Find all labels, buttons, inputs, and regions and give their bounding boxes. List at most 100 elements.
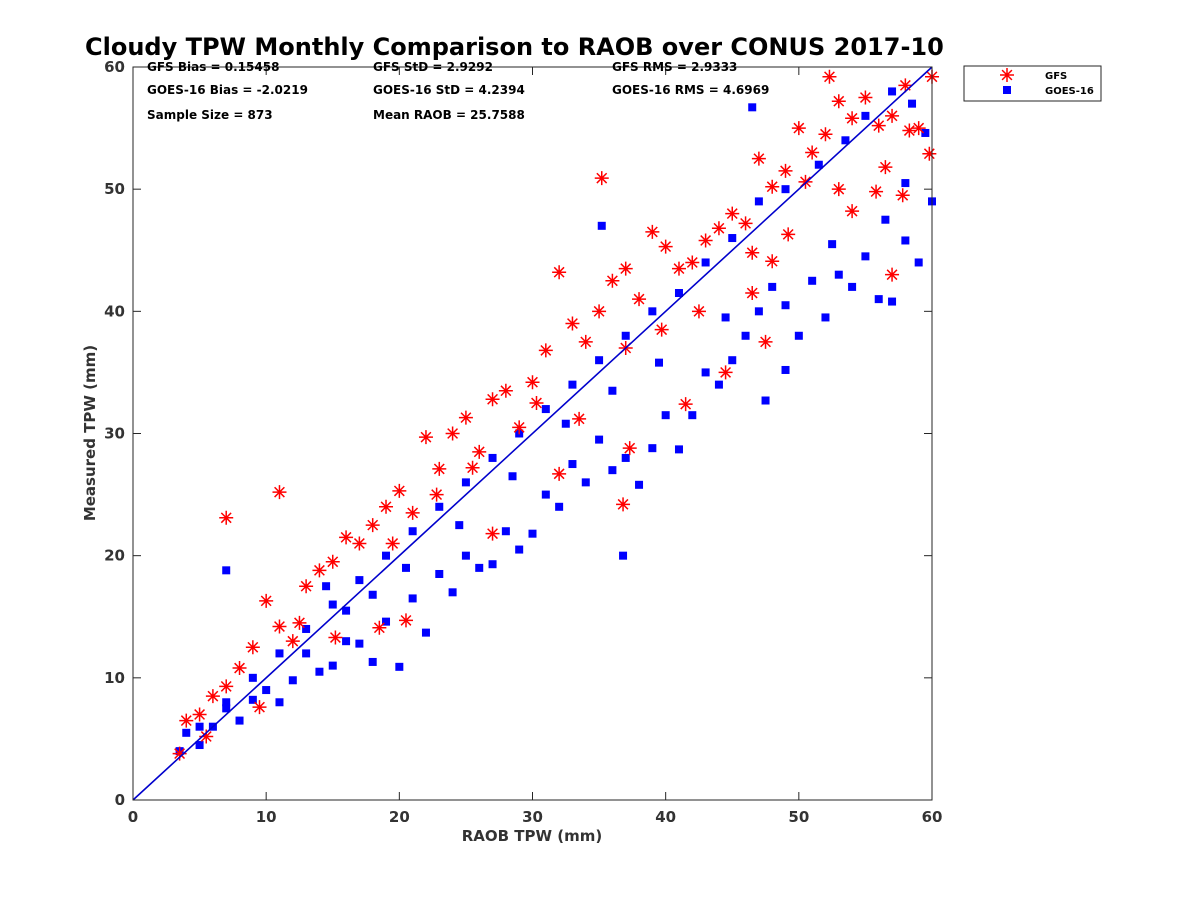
x-tick-label: 20 [389, 808, 410, 826]
goes16-point [421, 628, 430, 637]
gfs-point [219, 510, 234, 525]
gfs-point [432, 461, 447, 476]
gfs-point [379, 499, 394, 514]
gfs-point [328, 630, 343, 645]
gfs-point [745, 245, 760, 260]
goes16-point [461, 478, 470, 487]
gfs-point [552, 466, 567, 481]
goes16-point [794, 331, 803, 340]
goes16-point [741, 331, 750, 340]
y-axis-label: Measured TPW (mm) [81, 345, 99, 521]
goes16-point [288, 676, 297, 685]
gfs-point [339, 530, 354, 545]
goes16-point [874, 295, 883, 304]
gfs-point [485, 526, 500, 541]
gfs-point [232, 661, 247, 676]
stat-gfs-bias: GFS Bias = 0.15458 [147, 60, 279, 74]
gfs-point [805, 145, 820, 160]
gfs-point [616, 497, 631, 512]
gfs-point [845, 204, 860, 219]
goes16-point [368, 657, 377, 666]
gfs-point [658, 239, 673, 254]
gfs-point [594, 171, 609, 186]
y-tick-label: 30 [104, 425, 125, 443]
gfs-point [485, 392, 500, 407]
goes16-point [901, 236, 910, 245]
gfs-point [292, 615, 307, 630]
gfs-point [458, 410, 473, 425]
goes16-point [661, 411, 670, 420]
reference-line [132, 66, 933, 801]
goes16-point [808, 276, 817, 285]
goes16-point [595, 435, 604, 444]
gfs-point [791, 121, 806, 136]
legend: GFS GOES-16 [963, 65, 1102, 102]
gfs-point [565, 316, 580, 331]
gfs-point [822, 69, 837, 84]
gfs-point [372, 620, 387, 635]
gfs-point [758, 334, 773, 349]
goes16-point [914, 258, 923, 267]
goes16-point [342, 606, 351, 615]
gfs-point [885, 267, 900, 282]
gfs-point [525, 375, 540, 390]
x-tick-label: 60 [922, 808, 943, 826]
goes16-point [275, 698, 284, 707]
gfs-point [781, 227, 796, 242]
gfs-point [778, 163, 793, 178]
goes16-point [182, 728, 191, 737]
gfs-point [259, 593, 274, 608]
gfs-point [738, 216, 753, 231]
gfs-point [325, 554, 340, 569]
gfs-point [654, 322, 669, 337]
goes16-point [322, 582, 331, 591]
goes16-point [701, 368, 710, 377]
goes16-point [728, 234, 737, 243]
gfs-point [718, 365, 733, 380]
gfs-point [895, 188, 910, 203]
goes16-point [561, 419, 570, 428]
gfs-point [685, 255, 700, 270]
goes16-point [721, 313, 730, 322]
goes16-point [768, 282, 777, 291]
goes16-point [888, 297, 897, 306]
goes16-point [302, 624, 311, 633]
gfs-point [671, 261, 686, 276]
goes16-point [555, 502, 564, 511]
goes16-point [508, 472, 517, 481]
x-axis-label: RAOB TPW (mm) [462, 827, 603, 845]
plot-marks [172, 69, 939, 761]
chart-title: Cloudy TPW Monthly Comparison to RAOB ov… [85, 33, 944, 61]
goes16-point [648, 444, 657, 453]
y-tick-label: 50 [104, 180, 125, 198]
goes16-point [834, 270, 843, 279]
gfs-point [405, 505, 420, 520]
gfs-point [922, 146, 937, 161]
goes16-point [781, 301, 790, 310]
gfs-point [831, 182, 846, 197]
goes16-point [841, 136, 850, 145]
stat-goes-std: GOES-16 StD = 4.2394 [373, 83, 525, 97]
goes16-point [448, 588, 457, 597]
goes16-point [888, 87, 897, 96]
goes16-point [302, 649, 311, 658]
y-tick-label: 40 [104, 302, 125, 320]
gfs-point [765, 179, 780, 194]
goes16-point [328, 600, 337, 609]
gfs-point [818, 127, 833, 142]
x-tick-label: 10 [256, 808, 277, 826]
goes16-point [754, 307, 763, 316]
gfs-point [632, 292, 647, 307]
goes16-point [655, 358, 664, 367]
gfs-point [512, 420, 527, 435]
legend-label-gfs: GFS [1045, 71, 1067, 82]
legend-gfs-asterisk [1000, 68, 1014, 82]
y-tick-label: 10 [104, 669, 125, 687]
goes16-point [608, 386, 617, 395]
goes16-point [395, 662, 404, 671]
stat-gfs-rms: GFS RMS = 2.9333 [612, 60, 737, 74]
gfs-point [465, 460, 480, 475]
gfs-point [472, 444, 487, 459]
goes16-point [621, 331, 630, 340]
